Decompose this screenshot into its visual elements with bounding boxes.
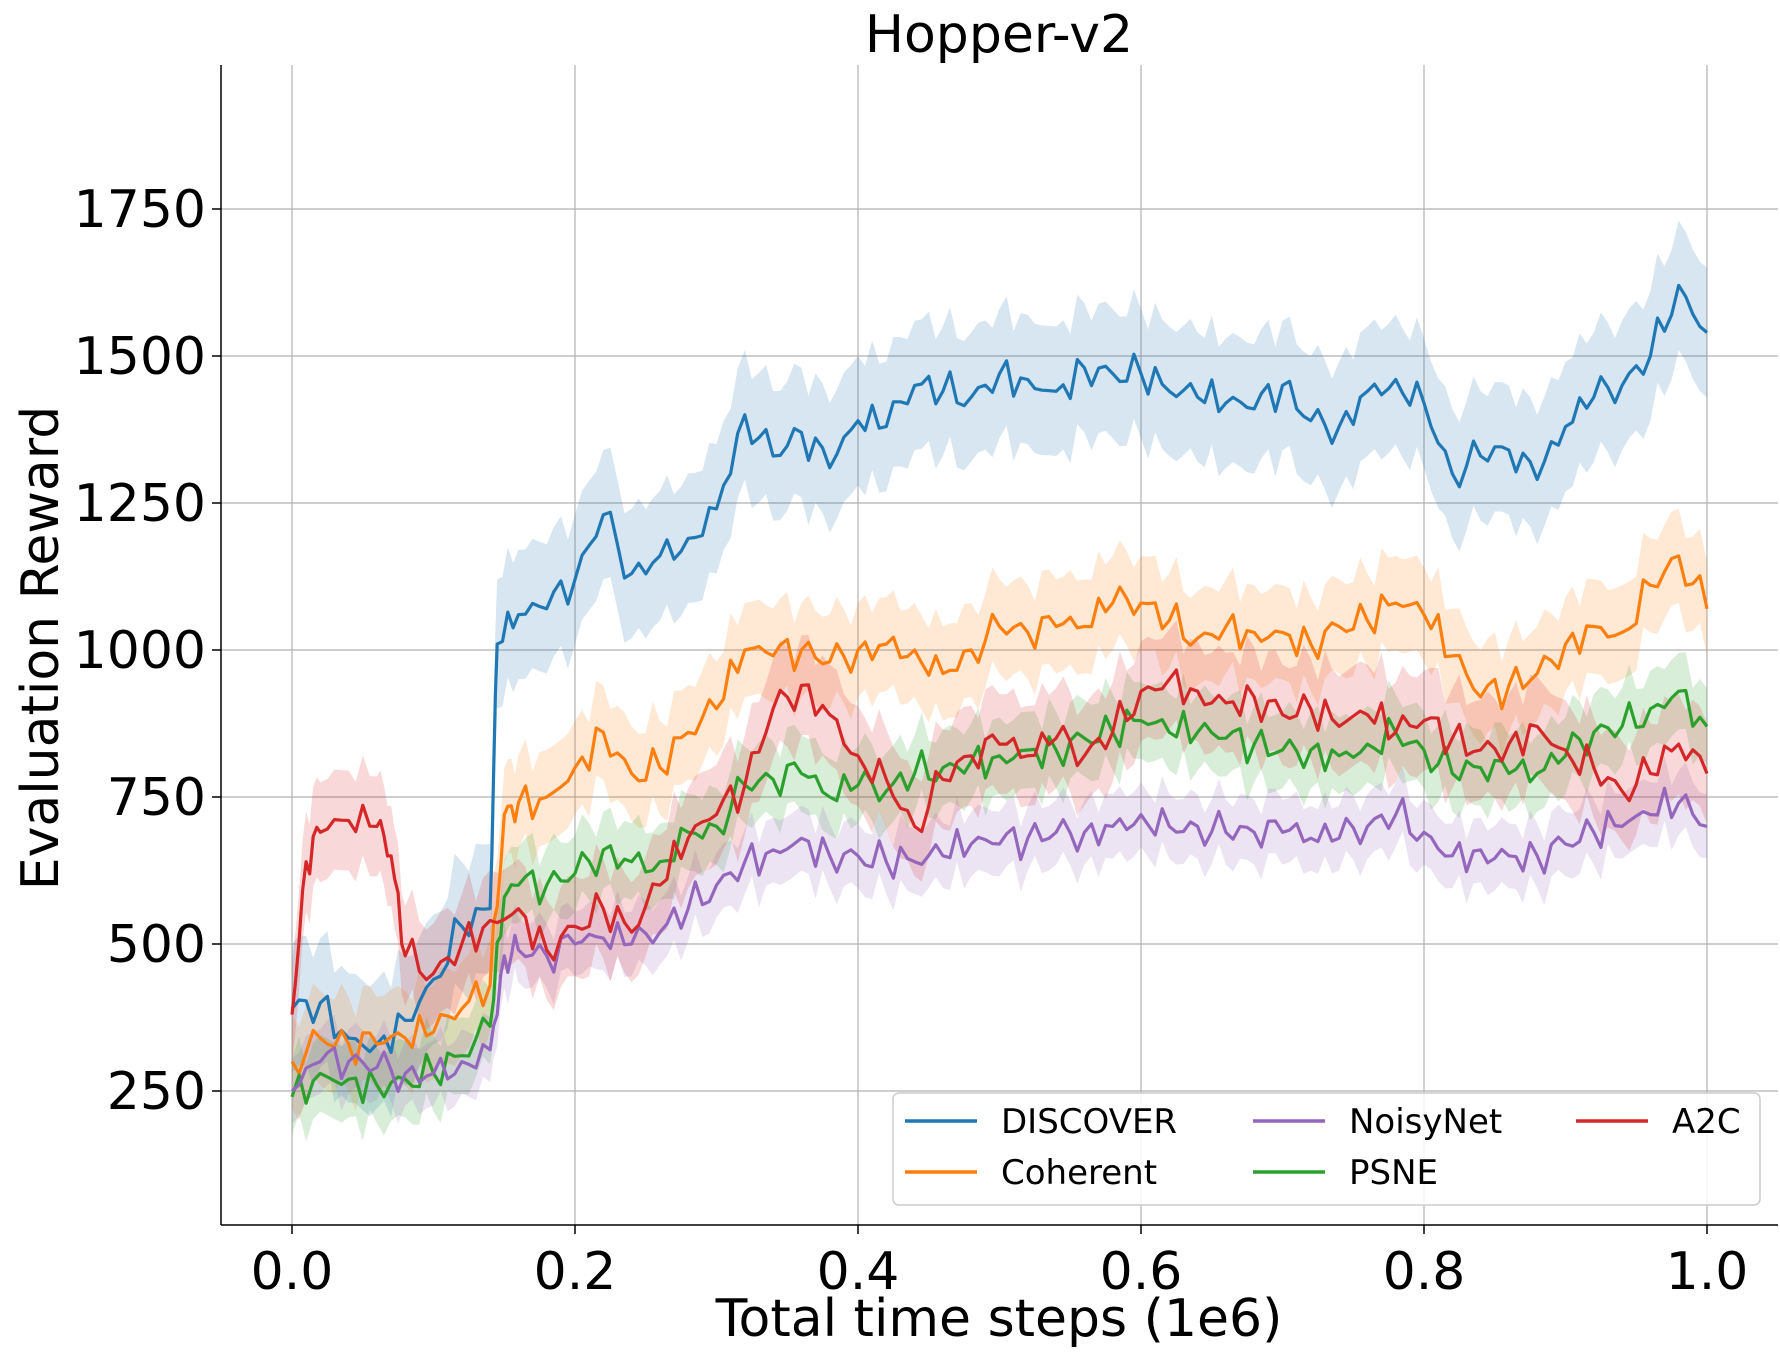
legend-label-discover: DISCOVER [1001, 1102, 1177, 1142]
x-ticks: 0.0 0.2 0.4 0.6 0.8 1.0 [251, 1225, 1749, 1302]
line-discover [290, 283, 1709, 1054]
y-tick-label-1: 500 [107, 915, 206, 975]
y-axis-label: Evaluation Reward [11, 406, 71, 891]
x-axis-label: Total time steps (1e6) [715, 1289, 1283, 1349]
y-tick-label-6: 1750 [74, 180, 206, 240]
legend: DISCOVER Coherent NoisyNet PSNE A2C [892, 1092, 1761, 1206]
legend-label-coherent: Coherent [1001, 1153, 1157, 1193]
x-tick-label-1: 0.2 [534, 1242, 617, 1302]
band-noisynet [292, 756, 1707, 1124]
x-tick-label-2: 0.4 [817, 1242, 900, 1302]
legend-label-noisynet: NoisyNet [1349, 1102, 1502, 1142]
confidence-bands [292, 220, 1707, 1142]
y-tick-label-0: 250 [107, 1062, 206, 1122]
y-tick-label-4: 1250 [74, 474, 206, 534]
legend-label-a2c: A2C [1672, 1102, 1741, 1142]
y-tick-label-5: 1500 [74, 327, 206, 387]
x-tick-label-4: 0.8 [1383, 1242, 1466, 1302]
band-discover [292, 220, 1707, 1118]
grid [221, 65, 1778, 1225]
band-a2c [292, 620, 1707, 1065]
x-tick-label-0: 0.0 [251, 1242, 334, 1302]
legend-frame [892, 1092, 1761, 1206]
chart-title: Hopper-v2 [865, 5, 1133, 65]
line-a2c [290, 668, 1709, 1015]
line-noisynet [290, 786, 1708, 1093]
y-tick-label-2: 750 [107, 768, 206, 828]
line-coherent [290, 554, 1709, 1075]
x-tick-label-3: 0.6 [1100, 1242, 1183, 1302]
x-tick-label-5: 1.0 [1666, 1242, 1749, 1302]
line-psne [290, 688, 1709, 1105]
band-coherent [292, 508, 1707, 1121]
legend-label-psne: PSNE [1349, 1153, 1438, 1193]
series-lines [290, 283, 1709, 1105]
y-ticks: 250 500 750 1000 1250 1500 1750 [74, 180, 221, 1122]
band-psne [292, 652, 1707, 1142]
y-tick-label-3: 1000 [74, 621, 206, 681]
